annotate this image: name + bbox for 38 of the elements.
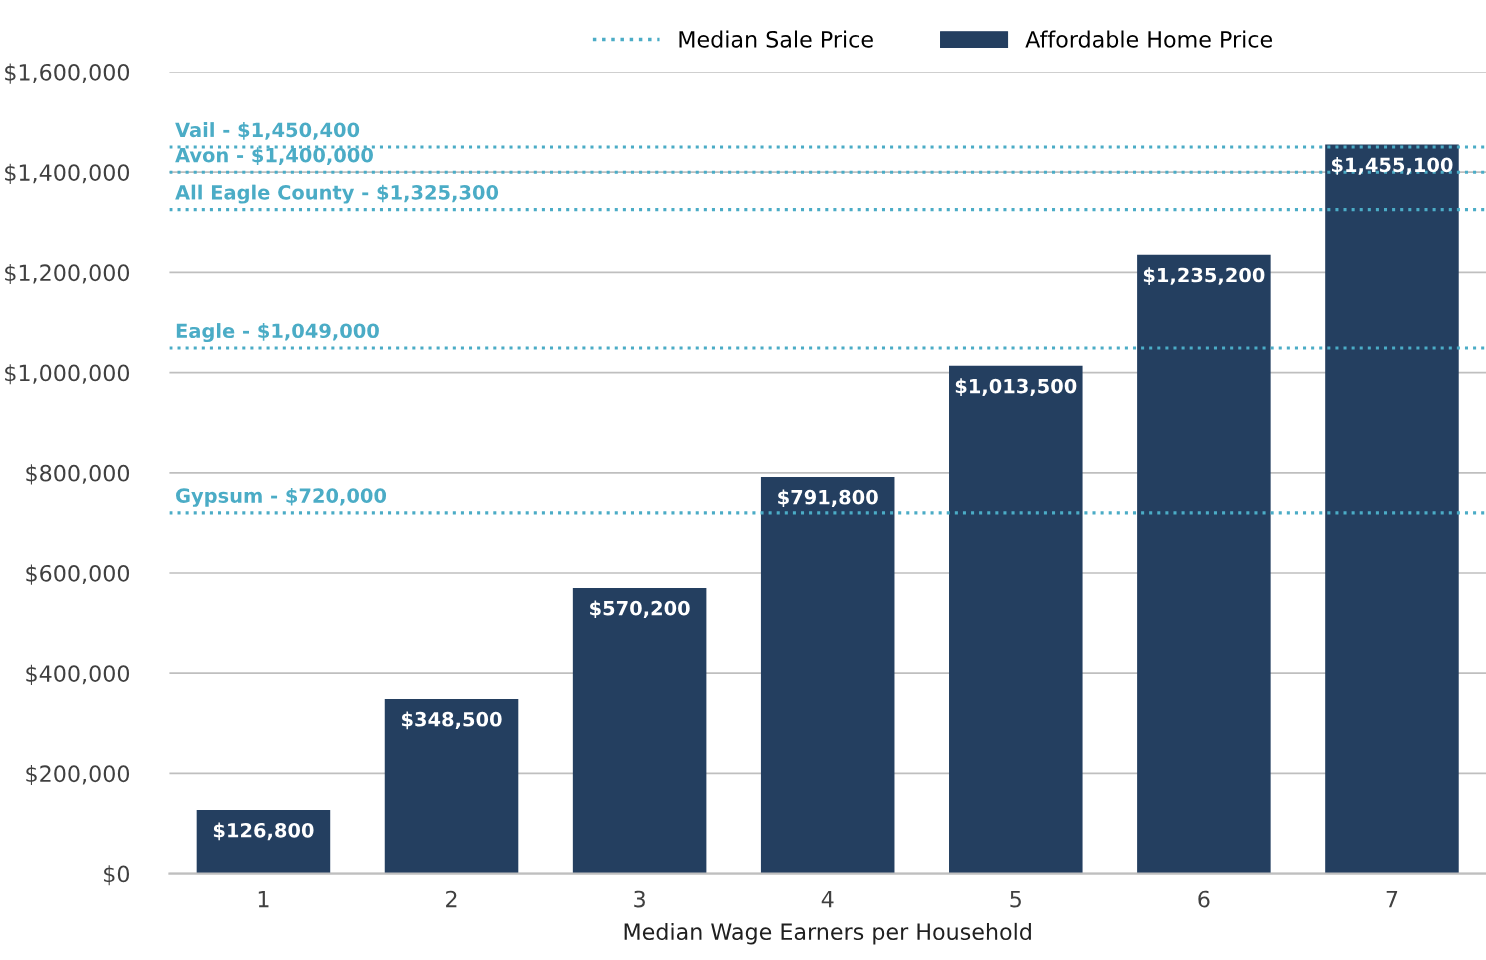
ref-line-label: Avon - $1,400,000 (175, 147, 373, 165)
y-tick-label: $200,000 (26, 764, 130, 786)
ref-line-label: Eagle - $1,049,000 (176, 323, 379, 343)
y-tick-label: $1,200,000 (5, 263, 130, 285)
y-tick-label: $800,000 (26, 464, 130, 485)
bar (572, 587, 707, 874)
bar (384, 699, 519, 874)
x-tick-label: 2 (446, 890, 457, 908)
x-tick-label: 7 (1386, 890, 1398, 908)
x-tick-label: 4 (821, 890, 834, 908)
y-tick-label: $1,600,000 (5, 63, 130, 84)
ref-line-label: Gypsum - $720,000 (176, 487, 387, 507)
ref-line-label: All Eagle County - $1,325,300 (175, 184, 499, 204)
x-tick-label: 6 (1198, 890, 1210, 908)
y-tick-label: $1,000,000 (5, 364, 130, 385)
x-tick-label: 3 (634, 890, 645, 908)
y-tick-label: $600,000 (26, 564, 130, 585)
ref-line-label: Vail - $1,450,400 (175, 122, 360, 140)
y-tick-label: $0 (104, 865, 130, 886)
data-label: $1,455,100 (1331, 157, 1453, 175)
bar (196, 810, 331, 874)
x-tick-label: 1 (258, 890, 269, 908)
legend-label: Median Sale Price (679, 30, 873, 48)
bar (1325, 144, 1459, 874)
data-label: $791,800 (778, 489, 878, 508)
data-label: $348,500 (402, 711, 502, 730)
bar (949, 365, 1083, 874)
data-label: $1,235,200 (1143, 267, 1265, 285)
data-label: $126,800 (213, 822, 314, 841)
data-label: $570,200 (590, 600, 690, 619)
y-tick-label: $1,400,000 (5, 163, 130, 184)
y-tick-label: $400,000 (26, 664, 130, 685)
x-axis-title: Median Wage Earners per Household (624, 922, 1031, 945)
bar (1137, 254, 1271, 874)
x-tick-label: 5 (1010, 890, 1021, 908)
data-label: $1,013,500 (955, 378, 1077, 396)
bar (760, 476, 895, 874)
legend-label: Affordable Home Price (1025, 30, 1273, 48)
